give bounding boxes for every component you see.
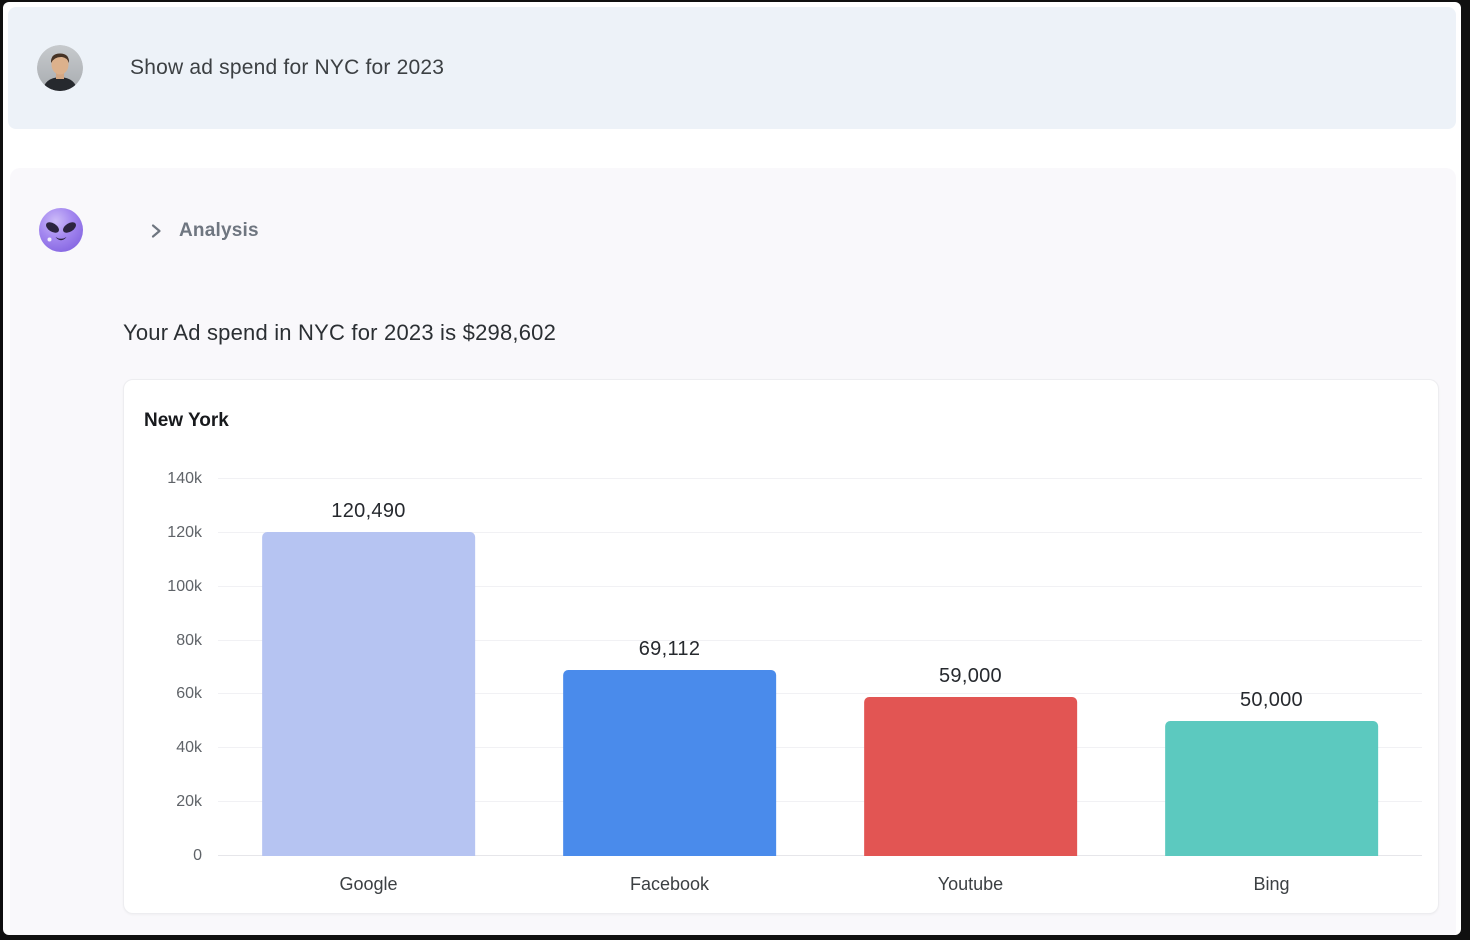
user-message-text: Show ad spend for NYC for 2023 (130, 56, 445, 79)
gridline (218, 478, 1422, 479)
summary-text: Your Ad spend in NYC for 2023 is $298,60… (123, 320, 557, 345)
y-axis-tick: 80k (176, 631, 202, 649)
assistant-avatar (37, 206, 85, 254)
gridline (218, 747, 1422, 749)
bar-value-label: 50,000 (1240, 689, 1303, 712)
x-axis-label-youtube: Youtube (937, 874, 1004, 894)
bar-column-google: 120,490 (218, 479, 519, 856)
y-axis-tick: 140k (167, 470, 202, 487)
bar-column-bing: 50,000 (1121, 479, 1422, 856)
gridline (218, 585, 1422, 587)
bar-column-facebook: 69,112 (519, 479, 820, 856)
bar-value-label: 69,112 (638, 637, 701, 660)
chart-title: New York (144, 410, 229, 431)
bar-value-label: 120,490 (331, 499, 406, 522)
y-axis-tick: 120k (167, 523, 202, 541)
user-message: Show ad spend for NYC for 2023 (8, 7, 1456, 129)
bar-column-youtube: 59,000 (820, 479, 1121, 856)
bar-chart-plot: 120,490 69,112 59,000 50,000 (218, 478, 1422, 856)
y-axis-tick: 60k (176, 685, 202, 703)
gridline (218, 693, 1422, 695)
analysis-label: Analysis (179, 220, 259, 241)
bar-value-label: 59,000 (939, 665, 1002, 688)
y-axis-tick: 0 (193, 847, 202, 864)
user-photo-icon (37, 45, 83, 91)
gridline (218, 855, 1422, 856)
chat-panel: Show ad spend for NYC for 2023 (3, 2, 1461, 935)
user-avatar (37, 45, 83, 91)
y-axis-tick: 40k (176, 739, 202, 757)
bar-facebook[interactable] (562, 669, 777, 856)
x-axis-label-bing: Bing (1253, 874, 1290, 894)
x-axis-label-facebook: Facebook (629, 874, 710, 894)
y-axis-labels: 140k 120k 100k 80k 60k 40k 20k 0 (124, 470, 202, 864)
y-axis-tick: 100k (167, 577, 202, 595)
x-axis-labels: Google Facebook Youtube Bing (218, 874, 1422, 900)
chart-card: New York 140k 120k 100k 80k 60k 40k 20k 0 120,4… (123, 379, 1439, 914)
alien-icon (39, 208, 83, 252)
gridline (218, 531, 1422, 533)
gridline (218, 639, 1422, 641)
y-axis-tick: 20k (176, 793, 202, 811)
x-axis-label-google: Google (339, 874, 398, 894)
chevron-right-icon (148, 223, 164, 239)
bar-google[interactable] (261, 531, 476, 856)
gridline (218, 801, 1422, 803)
bar-bing[interactable] (1164, 721, 1379, 856)
bar-youtube[interactable] (863, 697, 1078, 856)
analysis-disclosure[interactable]: Analysis (148, 220, 259, 242)
assistant-message: Analysis Your Ad spend in NYC for 2023 i… (10, 168, 1456, 935)
